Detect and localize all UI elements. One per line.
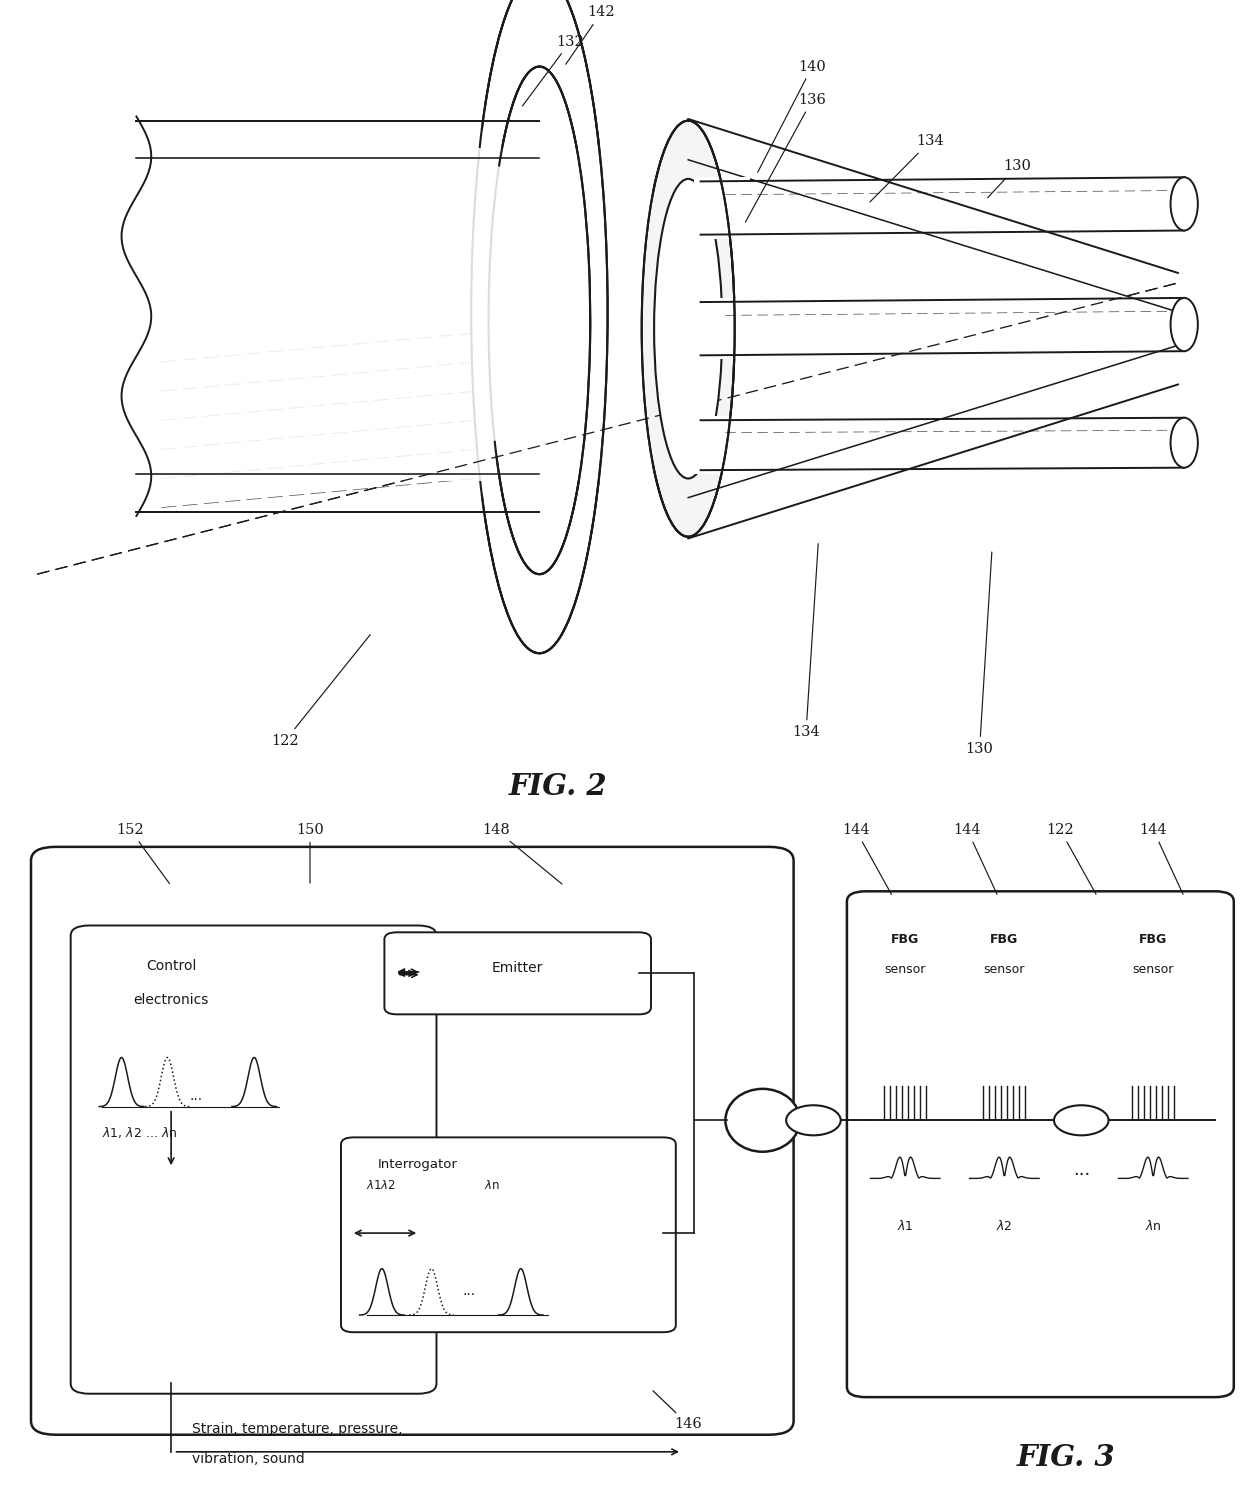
- Text: 146: 146: [653, 1391, 702, 1431]
- Text: ...: ...: [463, 1284, 475, 1297]
- FancyBboxPatch shape: [31, 847, 794, 1435]
- Text: 144: 144: [842, 823, 892, 895]
- Text: 136: 136: [745, 92, 826, 223]
- Text: FBG: FBG: [1140, 933, 1167, 945]
- Text: $\lambda$2: $\lambda$2: [996, 1219, 1013, 1233]
- Text: 140: 140: [758, 59, 826, 172]
- Text: FBG: FBG: [991, 933, 1018, 945]
- Text: 144: 144: [954, 823, 997, 895]
- Text: FBG: FBG: [892, 933, 919, 945]
- FancyBboxPatch shape: [694, 177, 750, 239]
- Text: 152: 152: [117, 823, 170, 884]
- FancyBboxPatch shape: [130, 149, 1122, 481]
- Ellipse shape: [1171, 297, 1198, 351]
- Text: Strain, temperature, pressure,: Strain, temperature, pressure,: [192, 1422, 403, 1435]
- Text: $\lambda$n: $\lambda$n: [477, 1178, 500, 1192]
- Text: $\lambda$n: $\lambda$n: [1145, 1219, 1162, 1233]
- Text: 130: 130: [966, 551, 993, 756]
- Text: 122: 122: [272, 635, 371, 747]
- Ellipse shape: [471, 0, 608, 654]
- Ellipse shape: [655, 178, 722, 478]
- Text: sensor: sensor: [884, 963, 926, 976]
- Text: FIG. 3: FIG. 3: [1017, 1443, 1116, 1471]
- FancyBboxPatch shape: [384, 932, 651, 1015]
- Circle shape: [1054, 1106, 1109, 1135]
- Ellipse shape: [1171, 177, 1198, 230]
- Text: 132: 132: [522, 34, 584, 106]
- Text: Emitter: Emitter: [491, 961, 543, 975]
- Text: sensor: sensor: [1132, 963, 1174, 976]
- FancyBboxPatch shape: [71, 926, 436, 1394]
- Text: 148: 148: [482, 823, 562, 884]
- Text: $\lambda$1, $\lambda$2 ... $\lambda$n: $\lambda$1, $\lambda$2 ... $\lambda$n: [102, 1125, 177, 1140]
- Ellipse shape: [725, 1089, 800, 1152]
- Text: 134: 134: [792, 544, 820, 740]
- Text: 122: 122: [1047, 823, 1096, 895]
- Text: 144: 144: [1140, 823, 1183, 895]
- Circle shape: [786, 1106, 841, 1135]
- Text: sensor: sensor: [983, 963, 1025, 976]
- Ellipse shape: [489, 67, 590, 574]
- Text: ...: ...: [1073, 1161, 1090, 1178]
- FancyBboxPatch shape: [694, 416, 750, 474]
- Text: 142: 142: [565, 6, 615, 64]
- Text: 150: 150: [296, 823, 324, 883]
- FancyBboxPatch shape: [341, 1137, 676, 1331]
- FancyBboxPatch shape: [694, 297, 750, 360]
- Text: 134: 134: [870, 134, 944, 202]
- Ellipse shape: [1171, 418, 1198, 468]
- Text: FIG. 2: FIG. 2: [508, 771, 608, 801]
- FancyBboxPatch shape: [847, 892, 1234, 1397]
- Ellipse shape: [641, 120, 734, 536]
- Text: $\lambda$1$\lambda$2: $\lambda$1$\lambda$2: [366, 1178, 396, 1192]
- Text: electronics: electronics: [134, 993, 208, 1008]
- Text: $\lambda$1: $\lambda$1: [897, 1219, 914, 1233]
- Text: ...: ...: [190, 1089, 202, 1103]
- Text: vibration, sound: vibration, sound: [192, 1452, 305, 1467]
- Text: Control: Control: [146, 958, 196, 973]
- Text: 130: 130: [988, 159, 1030, 198]
- Text: Interrogator: Interrogator: [378, 1158, 458, 1171]
